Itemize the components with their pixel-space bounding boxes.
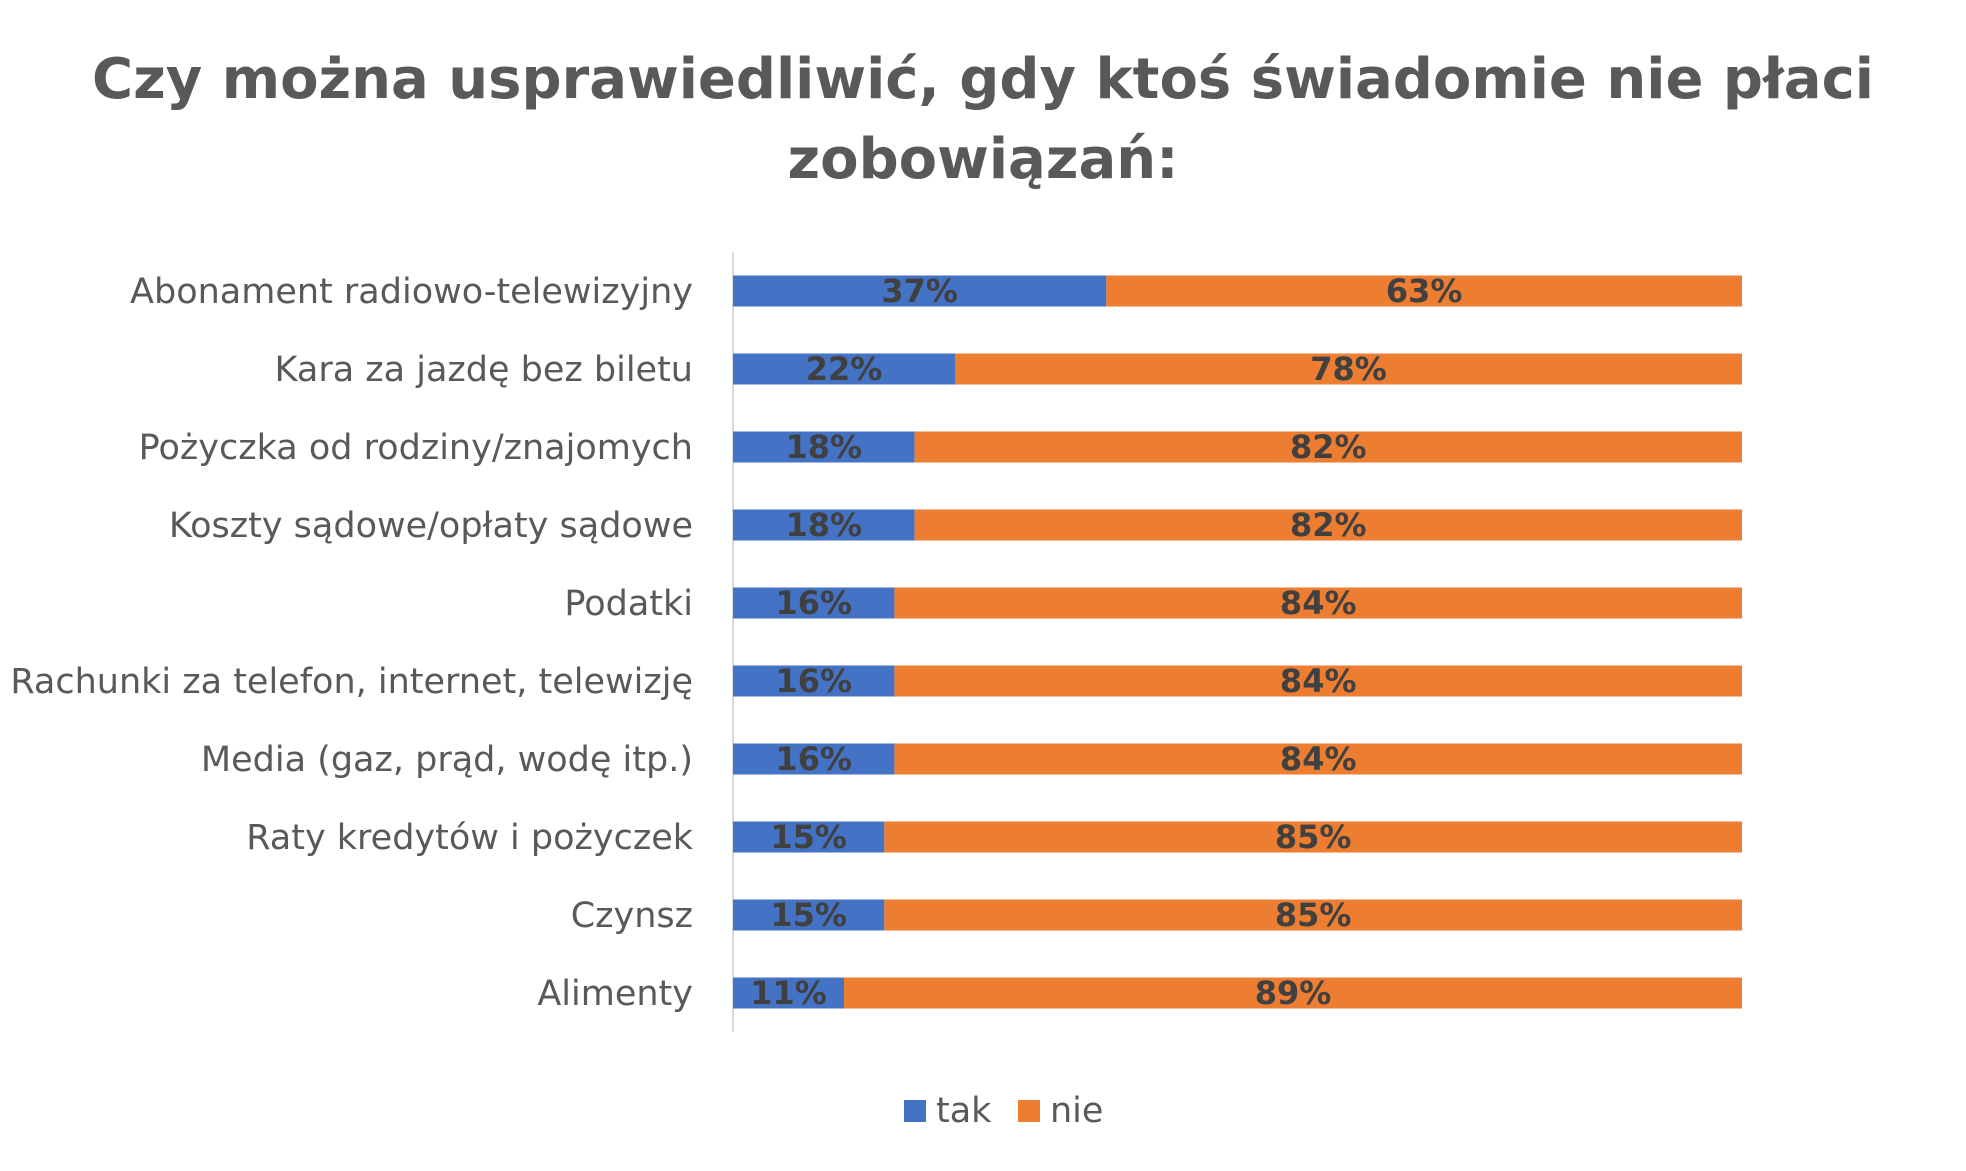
data-label-nie: 89%	[1255, 974, 1332, 1012]
legend-label: nie	[1050, 1091, 1103, 1131]
bar-segment-tak	[733, 353, 955, 385]
data-label-tak: 16%	[775, 662, 852, 700]
bar-segment-nie	[843, 977, 1742, 1009]
chart-title-line-1: Czy można usprawiedliwić, gdy ktoś świad…	[92, 47, 1874, 112]
data-label-nie: 85%	[1275, 896, 1352, 934]
bar-row: Rachunki za telefon, internet, telewizję…	[10, 662, 1742, 702]
bar-segment-nie	[894, 665, 1742, 697]
data-label-nie: 82%	[1290, 428, 1367, 466]
bar-segment-nie	[954, 353, 1742, 385]
plot-area: Abonament radiowo-telewizyjny 37% 63% Kara …	[10, 252, 1742, 1032]
bar-row: Alimenty 11% 89%	[537, 974, 1742, 1014]
category-label: Rachunki za telefon, internet, telewizję	[10, 662, 693, 702]
category-label: Czynsz	[571, 896, 693, 936]
bar-segment-tak	[733, 977, 844, 1009]
legend-swatch	[904, 1100, 926, 1122]
bar-segment-nie	[914, 431, 1742, 463]
bar-segment-nie	[1106, 275, 1742, 307]
data-label-tak: 15%	[770, 896, 847, 934]
data-label-tak: 16%	[775, 584, 852, 622]
bar-row: Kara za jazdę bez biletu 22% 78%	[275, 350, 1742, 390]
bar-segment-nie	[884, 899, 1742, 931]
data-label-tak: 22%	[806, 350, 883, 388]
legend-label: tak	[936, 1091, 992, 1131]
data-label-nie: 82%	[1290, 506, 1367, 544]
bar-row: Koszty sądowe/opłaty sądowe 18% 82%	[169, 506, 1742, 546]
bar-segment-tak	[733, 821, 885, 853]
bar-segment-nie	[894, 743, 1742, 775]
bar-segment-nie	[914, 509, 1742, 541]
bar-row: Pożyczka od rodziny/znajomych 18% 82%	[139, 428, 1742, 468]
chart-title-line-2: zobowiązań:	[788, 127, 1179, 192]
legend-item-nie: nie	[1018, 1091, 1103, 1131]
data-label-tak: 16%	[775, 740, 852, 778]
category-label: Raty kredytów i pożyczek	[246, 818, 694, 858]
bar-row: Czynsz 15% 85%	[571, 896, 1742, 936]
data-label-tak: 15%	[770, 818, 847, 856]
data-label-tak: 18%	[786, 506, 863, 544]
bar-row: Podatki 16% 84%	[564, 584, 1742, 624]
data-label-nie: 84%	[1280, 740, 1357, 778]
bar-row: Media (gaz, prąd, wodę itp.) 16% 84%	[201, 740, 1742, 780]
bar-row: Raty kredytów i pożyczek 15% 85%	[246, 818, 1742, 858]
bar-row: Abonament radiowo-telewizyjny 37% 63%	[130, 272, 1742, 312]
legend: tak nie	[904, 1091, 1103, 1131]
data-label-nie: 78%	[1310, 350, 1387, 388]
bar-segment-tak	[733, 431, 915, 463]
data-label-nie: 85%	[1275, 818, 1352, 856]
category-label: Media (gaz, prąd, wodę itp.)	[201, 740, 693, 780]
data-label-tak: 18%	[786, 428, 863, 466]
bar-segment-tak	[733, 587, 895, 619]
chart-title: Czy można usprawiedliwić, gdy ktoś świad…	[92, 47, 1874, 192]
data-label-tak: 37%	[881, 272, 958, 310]
bar-segment-nie	[884, 821, 1742, 853]
legend-swatch	[1018, 1100, 1040, 1122]
category-label: Kara za jazdę bez biletu	[275, 350, 693, 390]
category-label: Pożyczka od rodziny/znajomych	[139, 428, 693, 468]
bar-segment-tak	[733, 743, 895, 775]
category-label: Alimenty	[537, 974, 693, 1014]
bar-segment-tak	[733, 275, 1107, 307]
category-label: Abonament radiowo-telewizyjny	[130, 272, 693, 312]
category-label: Podatki	[564, 584, 693, 624]
bar-segment-tak	[733, 509, 915, 541]
data-label-tak: 11%	[750, 974, 827, 1012]
data-label-nie: 84%	[1280, 662, 1357, 700]
data-label-nie: 63%	[1386, 272, 1463, 310]
legend-item-tak: tak	[904, 1091, 992, 1131]
bar-segment-tak	[733, 899, 885, 931]
category-label: Koszty sądowe/opłaty sądowe	[169, 506, 693, 546]
bar-segment-nie	[894, 587, 1742, 619]
bar-segment-tak	[733, 665, 895, 697]
data-label-nie: 84%	[1280, 584, 1357, 622]
